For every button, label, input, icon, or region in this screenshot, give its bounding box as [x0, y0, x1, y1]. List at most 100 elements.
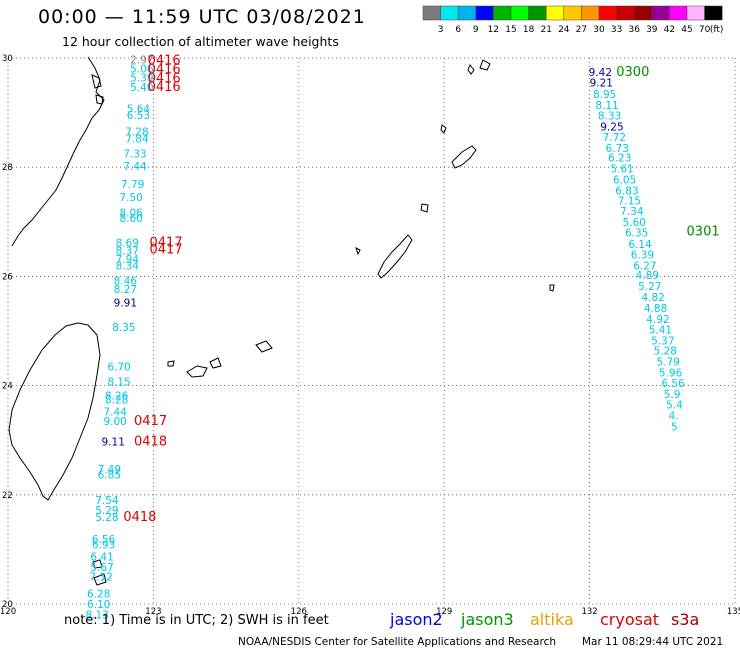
wave-height-label: 7.79: [121, 179, 144, 191]
iriomote-island: [209, 357, 222, 369]
legend-label: 42: [664, 25, 675, 35]
wave-height-label: 6.53: [127, 110, 150, 122]
wave-height-label: 9.21: [590, 77, 613, 89]
wave-height-label: 5.79: [656, 356, 679, 368]
wave-height-label: 8.26: [105, 390, 129, 402]
daito-islands: [549, 284, 555, 292]
legend-label: 12: [488, 25, 499, 35]
tanegashima-island: [467, 64, 475, 75]
satellite-jason2: jason2: [390, 610, 443, 629]
wave-height-label: 8.35: [112, 322, 135, 334]
wave-height-label: 4.89: [636, 270, 659, 282]
wave-height-label: 6.93: [92, 539, 115, 551]
wave-height-label: 8.33: [598, 111, 621, 123]
wave-height-label: 7.72: [603, 132, 626, 144]
lat-tick-label: 28: [2, 163, 13, 173]
wave-height-label: 5.29: [95, 505, 118, 517]
pass-time-label: 0301: [687, 224, 720, 239]
wave-height-label: 2.97: [130, 54, 153, 66]
legend-swatch: [704, 5, 723, 21]
yonaguni-island: [167, 360, 175, 367]
wave-height-label: 5.64: [127, 104, 151, 116]
wave-height-label: 6.05: [613, 175, 636, 187]
wave-height-label: 7.15: [618, 195, 641, 207]
lat-tick-label: 26: [2, 272, 13, 282]
wave-height-label: 5.41: [649, 325, 672, 337]
wave-height-label: 8.15: [107, 377, 130, 389]
footnote: note: 1) Time is in UTC; 2) SWH is in fe…: [64, 613, 329, 628]
wave-height-label: 8.60: [119, 213, 142, 225]
wave-height-label: 8.69: [116, 237, 139, 249]
wave-height-label: 5.39: [130, 72, 153, 84]
kerama-islands: [355, 247, 361, 256]
chart-title: 00:00 — 11:59 UTC 03/08/2021: [38, 6, 366, 28]
lat-tick-label: 24: [2, 382, 13, 392]
pass-time-label: 0417: [150, 242, 183, 257]
wave-height-label: 7.44: [103, 407, 127, 419]
satellite-s3a: s3a: [671, 610, 700, 629]
wave-height-label: 6.35: [625, 228, 648, 240]
wave-height-label: 5.60: [623, 217, 646, 229]
legend-label: 39: [646, 25, 658, 35]
legend-unit: (ft): [710, 25, 724, 35]
legend-label: 3: [438, 25, 444, 35]
wave-height-label: 5.96: [659, 367, 683, 379]
amami-oshima-island: [451, 145, 477, 169]
pass-time-label: 0416: [148, 80, 181, 95]
wave-height-label: 8.46: [114, 276, 138, 288]
orchid-island: [92, 559, 103, 569]
wave-height-label: 9.25: [600, 122, 623, 134]
wave-height-label: 4.: [669, 410, 679, 422]
lat-tick-label: 22: [2, 491, 13, 501]
legend-label: 33: [611, 25, 622, 35]
wave-height-label: 7.12: [89, 572, 112, 584]
kyushu-south-coastline: [479, 59, 491, 71]
zhoushan-islands: [91, 74, 102, 89]
pass-time-label: 0418: [123, 510, 156, 525]
pass-time-label: 0417: [134, 414, 167, 429]
wave-height-label: 7.33: [123, 148, 146, 160]
wave-height-label: 6.27: [633, 260, 656, 272]
lon-tick-label: 120: [0, 607, 16, 617]
wave-height-label: 6.28: [87, 588, 110, 600]
wave-height-label: 8.06: [119, 207, 143, 219]
lat-tick-label: 30: [2, 54, 13, 64]
wave-height-label: 5.9: [664, 389, 681, 401]
wave-height-label: 9.00: [103, 416, 126, 428]
pass-time-label: 0300: [616, 65, 649, 80]
lon-tick-label: 135: [727, 607, 740, 617]
wave-height-label: 4.88: [644, 303, 667, 315]
legend-label: 24: [558, 25, 570, 35]
lon-tick-label: 129: [436, 607, 452, 617]
wave-height-label: 5.40: [130, 82, 153, 94]
okinawa-island: [377, 234, 413, 279]
pass-time-label: 0416: [148, 62, 181, 77]
lon-tick-label: 123: [145, 607, 161, 617]
wave-height-label: 4.82: [641, 292, 664, 304]
wave-height-label: 4.92: [646, 314, 669, 326]
wave-height-label: 5.06: [130, 64, 154, 76]
wave-height-label: 8.13: [86, 610, 109, 622]
wave-height-label: 7.84: [125, 134, 149, 146]
miyako-island: [255, 340, 273, 353]
coastlines: [8, 56, 555, 586]
satellite-cryosat: cryosat: [600, 610, 660, 629]
yakushima-island: [440, 124, 447, 134]
wave-height-label: 6.56: [92, 534, 116, 546]
wave-height-values: 2.975.065.395.405.646.537.287.847.337.44…: [86, 54, 685, 621]
pass-time-label: 0416: [148, 72, 181, 87]
wave-height-label: 7.34: [620, 206, 644, 218]
legend-label: 6: [455, 25, 461, 35]
satellite-jason3: jason3: [461, 610, 514, 629]
wave-height-label: 9.11: [102, 437, 125, 449]
chart-subtitle: 12 hour collection of altimeter wave hei…: [62, 34, 339, 49]
wave-height-label: 9.42: [589, 67, 612, 79]
color-legend: 3 6 9 12 15 18 21 24 27 30 33 36 39 42 45 70 (ft): [422, 5, 724, 35]
wave-height-label: 5: [671, 421, 678, 433]
wave-height-label: 7.49: [98, 464, 121, 476]
lon-tick-label: 126: [291, 607, 307, 617]
pass-time-label: 0416: [148, 54, 181, 69]
credit-line: NOAA/NESDIS Center for Satellite Applica…: [238, 636, 556, 648]
tokunoshima-island: [420, 203, 429, 213]
